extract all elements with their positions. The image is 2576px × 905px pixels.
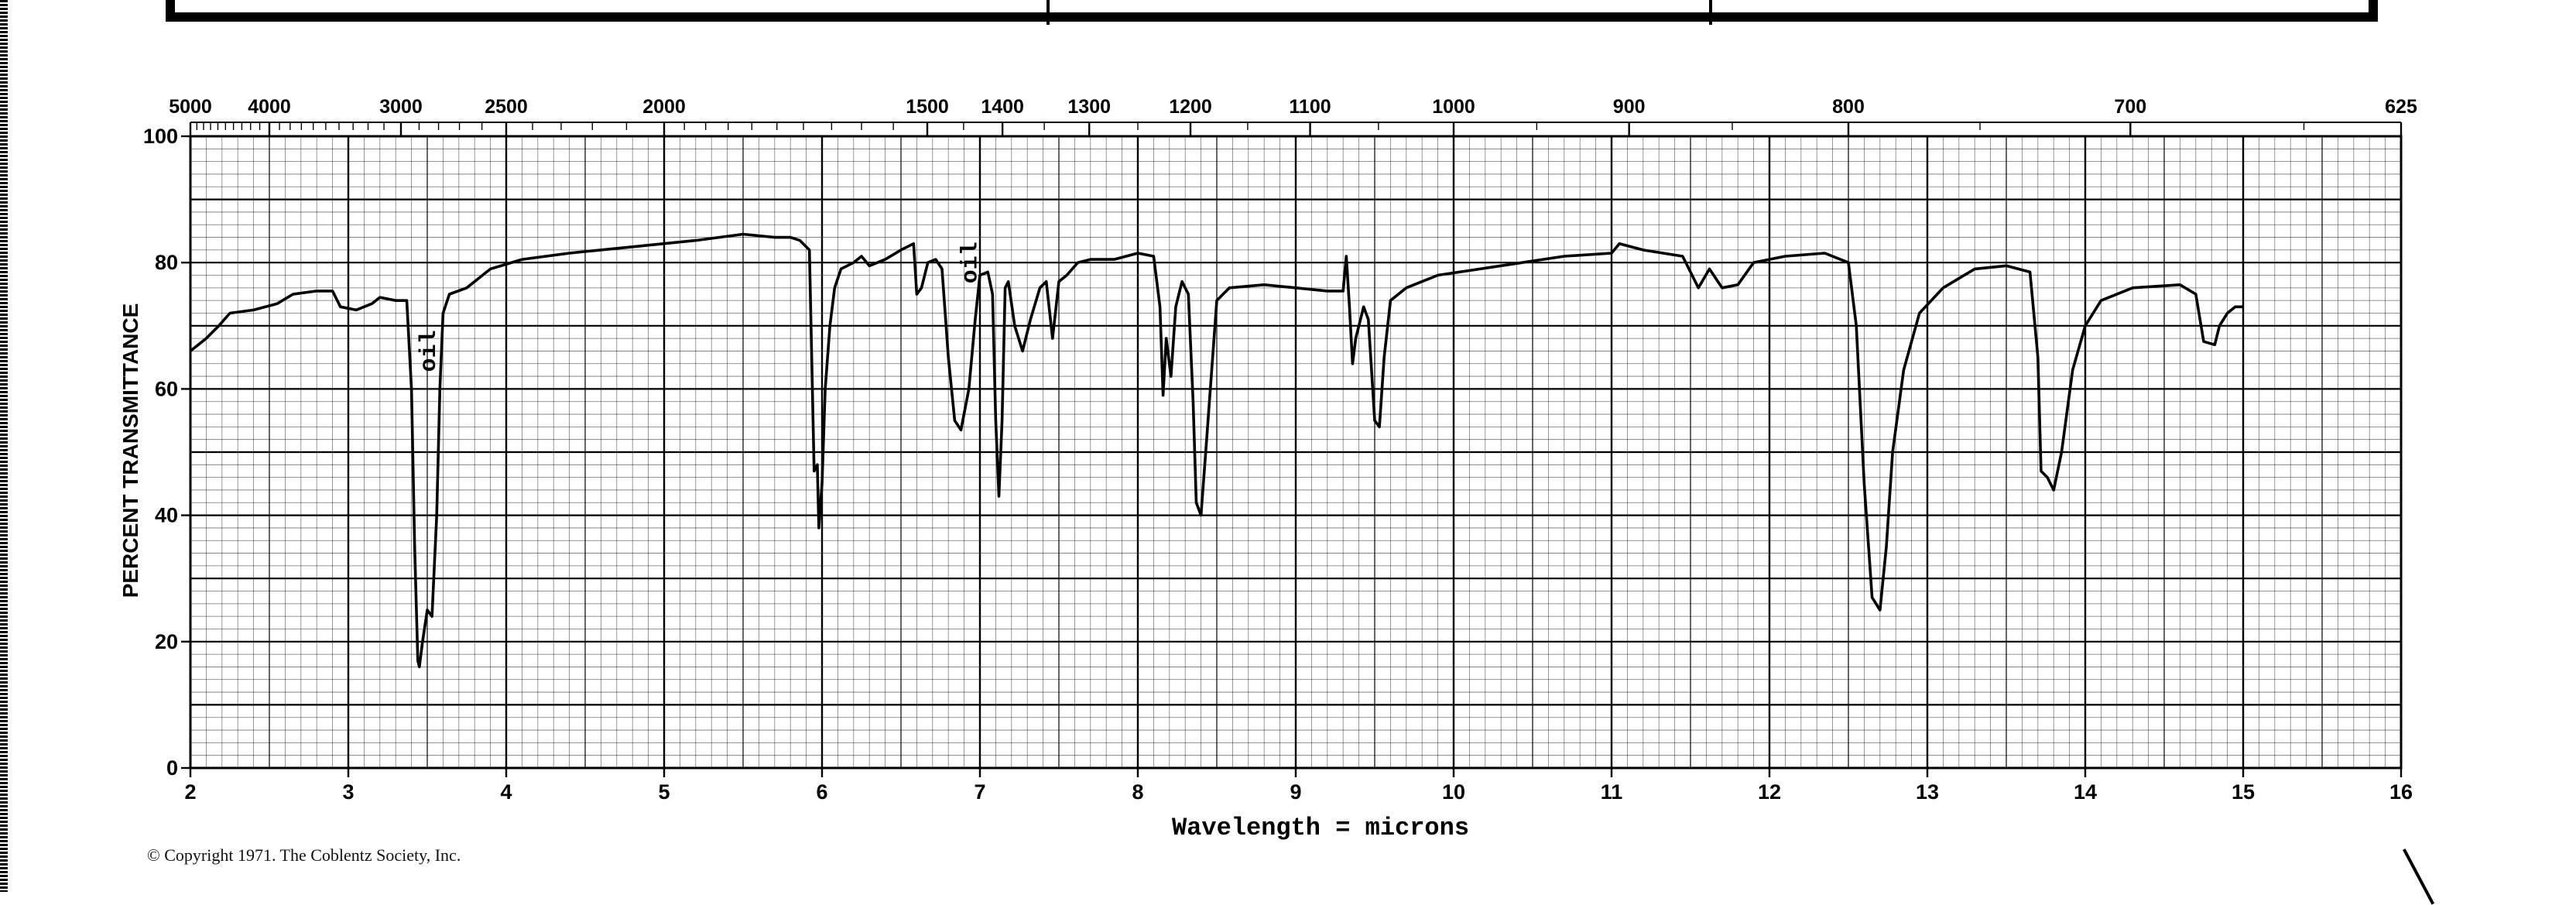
x-tick-label: 10	[1442, 780, 1465, 804]
y-tick-label: 40	[155, 504, 178, 527]
x-tick-label: 13	[1916, 780, 1939, 804]
top-tick-label: 5000	[169, 96, 212, 118]
top-tick-label: 3000	[379, 96, 423, 118]
top-tick-label: 1300	[1067, 96, 1111, 118]
top-tick-label: 4000	[248, 96, 291, 118]
x-tick-label: 11	[1601, 780, 1623, 804]
x-axis-label: Wavelength = microns	[1172, 814, 1469, 842]
top-tick-label: 2500	[485, 96, 528, 118]
top-tick-label: 1000	[1432, 96, 1475, 118]
annotation-label: oil	[958, 242, 985, 283]
x-tick-label: 6	[816, 780, 827, 804]
x-tick-label: 8	[1132, 780, 1143, 804]
x-tick-label: 12	[1758, 780, 1781, 804]
top-tick-label: 625	[2385, 96, 2417, 118]
y-tick-label: 20	[155, 630, 178, 653]
top-tick-label: 1500	[906, 96, 949, 118]
x-tick-label: 3	[342, 780, 354, 804]
x-tick-label: 9	[1290, 780, 1301, 804]
top-tick-label: 900	[1613, 96, 1646, 118]
x-tick-label: 2	[184, 780, 196, 804]
x-tick-label: 5	[658, 780, 670, 804]
annotations: oil oil	[416, 242, 985, 372]
top-tick-label: 2000	[642, 96, 686, 118]
copyright-text: © Copyright 1971. The Coblentz Society, …	[147, 845, 461, 866]
y-tick-label: 80	[155, 251, 178, 274]
x-tick-label: 4	[500, 780, 512, 804]
top-tick-label: 1200	[1169, 96, 1212, 118]
x-tick-label: 15	[2232, 780, 2255, 804]
y-tick-label: 0	[166, 756, 178, 780]
top-tick-label: 1400	[981, 96, 1024, 118]
top-tick-label: 700	[2114, 96, 2146, 118]
x-tick-label: 14	[2074, 780, 2097, 804]
y-tick-label: 60	[155, 377, 178, 400]
x-tick-label: 16	[2389, 780, 2413, 804]
grid-layer	[190, 136, 2401, 768]
top-tick-label: 800	[1832, 96, 1865, 118]
top-tick-label: 1100	[1289, 96, 1331, 118]
y-axis-label: PERCENT TRANSMITTANCE	[118, 303, 142, 598]
axes-layer	[181, 122, 2401, 777]
y-tick-label: 100	[143, 125, 178, 148]
annotation-label: oil	[416, 330, 443, 372]
x-tick-label: 7	[974, 780, 985, 804]
